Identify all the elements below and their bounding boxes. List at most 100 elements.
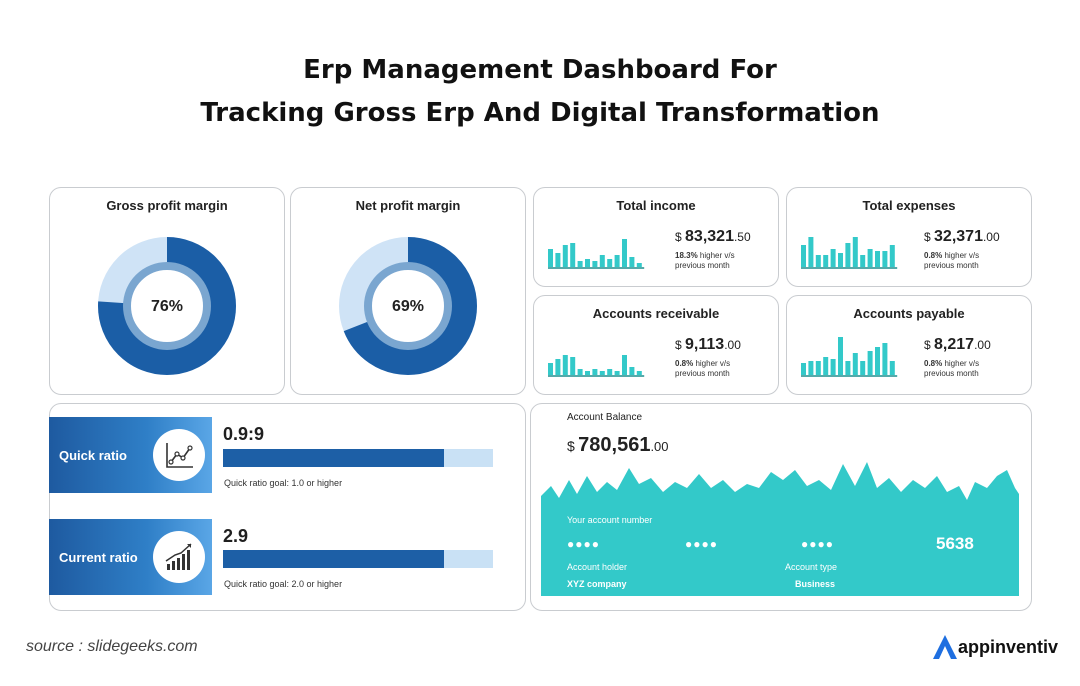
total-income-card: Total income $ 83,321.50 18.3% higher v/… <box>533 187 779 287</box>
net-profit-title: Net profit margin <box>355 198 461 213</box>
accounts-payable-card: Accounts payable $ 8,217.00 0.8% higher … <box>786 295 1032 395</box>
spark-bar <box>636 263 642 267</box>
total-income-title: Total income <box>616 198 696 213</box>
accounts-receivable-title: Accounts receivable <box>592 306 720 321</box>
account-balance-amount: $ 780,561.00 <box>567 434 669 457</box>
accounts-receivable-sparkline <box>548 355 645 377</box>
spark-bar <box>614 255 620 267</box>
account-balance-currency: $ <box>567 438 575 454</box>
source-credit: source : slidegeeks.com <box>26 638 198 655</box>
spark-bar <box>801 245 806 267</box>
spark-bar <box>838 253 843 267</box>
account-balance-value: 780,561 <box>578 434 651 456</box>
net-profit-value: 69% <box>391 298 425 315</box>
line-chart-icon <box>153 429 205 481</box>
spark-bar <box>845 361 851 375</box>
quick-ratio-goal: Quick ratio goal: 1.0 or higher <box>224 478 343 488</box>
quick-ratio-value: 0.9:9 <box>223 424 265 444</box>
spark-bar <box>830 359 836 375</box>
spark-bar <box>607 369 613 375</box>
spark-bar <box>577 369 583 375</box>
net-profit-donut <box>339 237 477 375</box>
account-number-label: Your account number <box>567 515 653 525</box>
spark-bar <box>592 369 598 375</box>
total-expenses-amount: $ 32,371.00 <box>924 228 1000 246</box>
spark-bar <box>585 259 590 267</box>
accounts-receivable-amount: $ 9,113.00 <box>675 336 741 354</box>
accounts-receivable-pct: 0.8% <box>675 359 694 368</box>
spark-bar <box>629 257 635 267</box>
spark-bar <box>570 243 576 267</box>
total-expenses-sparkline <box>801 237 898 269</box>
accounts-payable-note2: previous month <box>924 369 979 378</box>
accounts-payable-currency: $ <box>924 338 931 352</box>
total-expenses-title: Total expenses <box>862 198 956 213</box>
spark-bar <box>614 371 620 375</box>
total-expenses-note-rest: higher v/s <box>942 251 980 260</box>
quick-ratio-label: Quick ratio <box>59 448 127 463</box>
current-ratio-value: 2.9 <box>223 526 249 546</box>
spark-bar <box>889 245 895 267</box>
account-balance-card: Account Balance $ 780,561.00 Your accoun… <box>530 403 1032 611</box>
accounts-payable-note-rest: higher v/s <box>942 359 980 368</box>
account-number-dots-2: ●●●● <box>685 537 718 551</box>
accounts-payable-note: 0.8% higher v/s previous month <box>924 359 979 379</box>
total-income-amount: $ 83,321.50 <box>675 228 751 246</box>
quick-ratio-box: Quick ratio <box>49 417 212 493</box>
spark-bar <box>875 347 880 375</box>
account-holder-value: XYZ company <box>567 579 627 589</box>
account-number-dots-1: ●●●● <box>567 537 600 551</box>
spark-bar <box>823 357 829 375</box>
spark-bar <box>852 353 858 375</box>
spark-bar <box>562 355 568 375</box>
quick-ratio-bar-fill <box>223 449 445 467</box>
gross-profit-card: Gross profit margin 76% <box>49 187 285 395</box>
accounts-payable-sparkline <box>801 337 898 377</box>
spark-bar <box>622 355 627 375</box>
spark-bar <box>860 255 866 267</box>
accounts-receivable-value: 9,113 <box>685 336 725 353</box>
spark-bar <box>592 261 598 267</box>
spark-bar <box>636 371 642 375</box>
account-type-label: Account type <box>785 562 838 572</box>
total-income-currency: $ <box>675 230 682 244</box>
current-ratio-box: Current ratio <box>49 519 212 595</box>
spark-bar <box>875 251 880 267</box>
spark-bar <box>599 371 605 375</box>
gross-profit-donut <box>98 237 236 375</box>
spark-bar <box>830 249 836 267</box>
spark-bar <box>555 359 561 375</box>
spark-bar <box>823 255 829 267</box>
gross-profit-title: Gross profit margin <box>106 198 228 213</box>
accounts-payable-pct: 0.8% <box>924 359 943 368</box>
total-expenses-pct: 0.8% <box>924 251 943 260</box>
spark-bar <box>808 237 814 267</box>
gross-profit-value: 76% <box>150 298 184 315</box>
total-income-note2: previous month <box>675 261 730 270</box>
spark-bar <box>860 361 866 375</box>
spark-bar <box>570 357 576 375</box>
accounts-receivable-note: 0.8% higher v/s previous month <box>675 359 730 379</box>
account-number-dots-3: ●●●● <box>801 537 834 551</box>
spark-bar <box>599 255 605 267</box>
bar-chart-icon <box>153 531 205 583</box>
page-title-line2: Tracking Gross Erp And Digital Transform… <box>200 98 880 128</box>
spark-bar <box>577 261 583 267</box>
accounts-receivable-note-rest: higher v/s <box>693 359 731 368</box>
account-balance-area <box>541 462 1019 596</box>
accounts-payable-value: 8,217 <box>934 336 975 353</box>
total-expenses-note: 0.8% higher v/s previous month <box>924 251 979 271</box>
brand-logo-icon <box>933 635 957 659</box>
total-income-pct: 18.3% <box>675 251 698 260</box>
accounts-payable-title: Accounts payable <box>853 306 965 321</box>
spark-bar <box>852 237 858 267</box>
brand-name: appinventiv <box>958 636 1059 657</box>
total-expenses-value: 32,371 <box>934 228 983 245</box>
spark-bar <box>607 259 613 267</box>
page-title-line1: Erp Management Dashboard For <box>303 55 777 85</box>
total-income-sparkline <box>548 239 645 269</box>
spark-bar <box>867 351 873 375</box>
spark-bar <box>815 255 821 267</box>
total-income-value: 83,321 <box>685 228 734 245</box>
current-ratio-label: Current ratio <box>59 550 138 565</box>
